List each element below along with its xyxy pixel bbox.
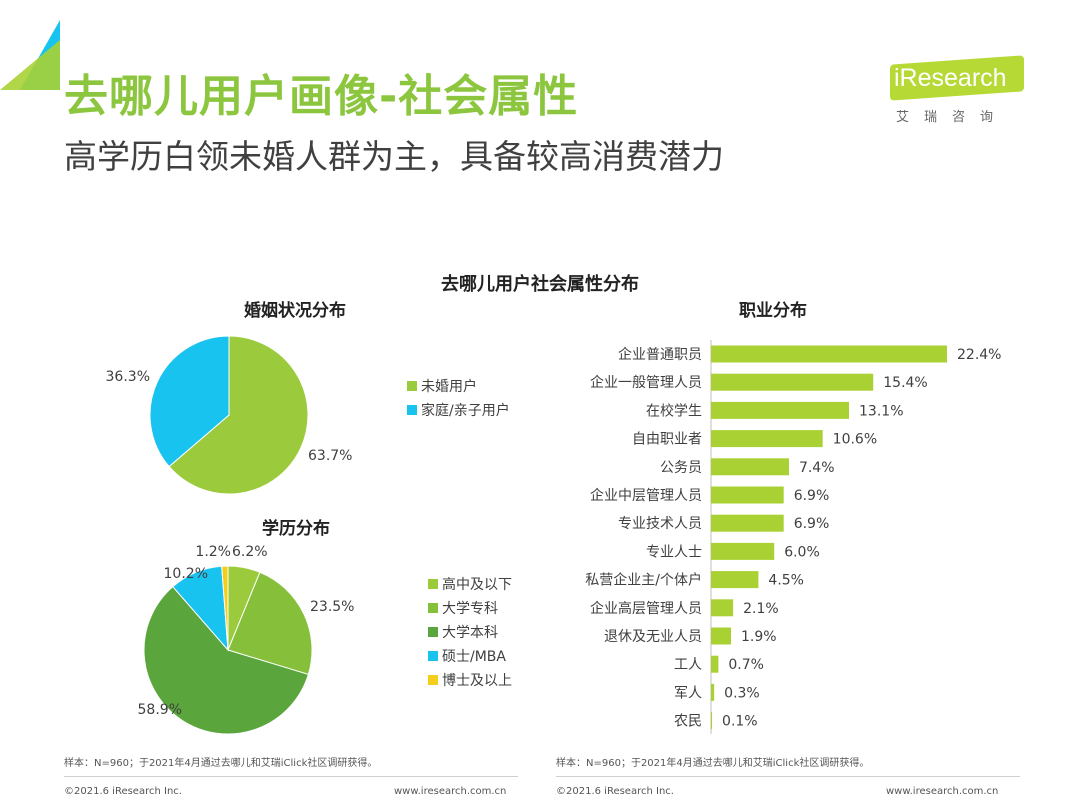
bar-category-label-0: 企业普通职员 — [618, 346, 702, 363]
bar-category-label-11: 工人 — [674, 657, 702, 673]
bar-2 — [711, 401, 850, 419]
legend-label-1-2: 大学本科 — [442, 625, 498, 641]
bar-category-label-4: 公务员 — [660, 460, 702, 476]
bar-9 — [711, 599, 734, 617]
bar-category-label-8: 私营企业主/个体户 — [585, 572, 702, 589]
bar-value-label-10: 1.9% — [741, 629, 777, 645]
bar-13 — [711, 712, 713, 730]
legend-label-1-1: 大学专科 — [442, 601, 498, 617]
footer-divider-right — [556, 776, 1020, 777]
marriage-chart-title: 婚姻状况分布 — [244, 301, 346, 321]
pie-value-label-1-1: 23.5% — [310, 599, 354, 615]
bar-7 — [711, 542, 775, 560]
pie-slice-1-2 — [143, 585, 309, 735]
bar-value-label-9: 2.1% — [743, 601, 779, 617]
bar-value-label-12: 0.3% — [724, 685, 760, 701]
pie-value-label-1-2: 58.9% — [138, 702, 182, 718]
logo-brand: iResearch — [894, 64, 1007, 92]
bar-value-label-8: 4.5% — [768, 573, 804, 589]
logo-brand-cn: 艾瑞咨询 — [896, 110, 1009, 125]
bar-value-label-0: 22.4% — [957, 347, 1001, 363]
corner-decoration — [0, 20, 60, 90]
page-number: 8 — [1050, 781, 1062, 800]
bar-value-label-1: 15.4% — [883, 375, 927, 391]
bar-category-label-9: 企业高层管理人员 — [590, 600, 702, 617]
bar-value-label-4: 7.4% — [799, 460, 835, 476]
occupation-chart-title: 职业分布 — [739, 301, 807, 321]
bar-category-label-1: 企业一般管理人员 — [590, 374, 702, 391]
sample-note-right: 样本：N=960；于2021年4月通过去哪儿和艾瑞iClick社区调研获得。 — [556, 758, 870, 769]
legend-swatch-0-0 — [407, 381, 417, 391]
bar-value-label-2: 13.1% — [859, 403, 903, 419]
url-right: www.iresearch.com.cn — [886, 786, 999, 797]
bar-category-label-12: 军人 — [674, 685, 702, 701]
pie-value-label-0-0: 63.7% — [308, 448, 352, 464]
legend-label-0-1: 家庭/亲子用户 — [421, 402, 510, 419]
pie-value-label-1-0: 6.2% — [232, 544, 268, 560]
legend-swatch-1-1 — [428, 603, 438, 613]
pie-slice-1-4 — [221, 565, 229, 651]
pie-value-label-1-3: 10.2% — [164, 566, 208, 582]
bar-category-label-7: 专业人士 — [646, 544, 702, 560]
legend-label-1-3: 硕士/MBA — [442, 649, 506, 665]
bar-category-label-3: 自由职业者 — [632, 432, 702, 448]
legend-swatch-1-4 — [428, 675, 438, 685]
legend-label-1-0: 高中及以下 — [442, 576, 512, 593]
page-subtitle: 高学历白领未婚人群为主，具备较高消费潜力 — [64, 137, 724, 176]
bar-10 — [711, 627, 732, 645]
bar-0 — [711, 345, 947, 363]
bar-value-label-3: 10.6% — [833, 432, 877, 448]
bar-6 — [711, 514, 784, 532]
bar-8 — [711, 571, 759, 589]
bar-12 — [711, 683, 715, 701]
url-left: www.iresearch.com.cn — [394, 786, 507, 797]
bar-3 — [711, 430, 823, 448]
bar-category-label-2: 在校学生 — [646, 402, 702, 419]
legend-label-0-0: 未婚用户 — [421, 378, 477, 395]
chart-main-title: 去哪儿用户社会属性分布 — [441, 274, 639, 295]
bar-category-label-6: 专业技术人员 — [618, 516, 702, 532]
copyright-right: ©2021.6 iResearch Inc. — [556, 786, 674, 797]
copyright-left: ©2021.6 iResearch Inc. — [64, 786, 182, 797]
bar-value-label-6: 6.9% — [794, 516, 830, 532]
legend-swatch-1-0 — [428, 579, 438, 589]
bar-category-label-5: 企业中层管理人员 — [590, 487, 702, 504]
bar-value-label-13: 0.1% — [722, 714, 758, 730]
legend-label-1-4: 博士及以上 — [442, 672, 512, 689]
pie-value-label-1-4: 1.2% — [195, 544, 231, 560]
bar-value-label-11: 0.7% — [728, 657, 764, 673]
sample-note-left: 样本：N=960；于2021年4月通过去哪儿和艾瑞iClick社区调研获得。 — [64, 758, 378, 769]
bar-4 — [711, 458, 789, 476]
legend-swatch-1-2 — [428, 627, 438, 637]
page-title: 去哪儿用户画像-社会属性 — [64, 71, 579, 122]
footer-divider-left — [64, 776, 518, 777]
legend-swatch-0-1 — [407, 405, 417, 415]
bar-5 — [711, 486, 784, 504]
pie-slice-1-1 — [227, 571, 313, 676]
pie-slice-0-1 — [149, 335, 230, 468]
bar-category-label-10: 退休及无业人员 — [604, 629, 702, 645]
education-chart-title: 学历分布 — [262, 519, 330, 539]
bar-category-label-13: 农民 — [674, 714, 702, 730]
bar-value-label-5: 6.9% — [794, 488, 830, 504]
corner-green-shape — [0, 40, 60, 90]
pie-value-label-0-1: 36.3% — [106, 369, 150, 385]
bar-1 — [711, 373, 874, 391]
bar-11 — [711, 655, 719, 673]
legend-swatch-1-3 — [428, 651, 438, 661]
pie-slice-0-0 — [168, 335, 309, 495]
iresearch-logo: iResearch 艾瑞咨询 — [890, 55, 1030, 128]
bar-value-label-7: 6.0% — [784, 544, 820, 560]
